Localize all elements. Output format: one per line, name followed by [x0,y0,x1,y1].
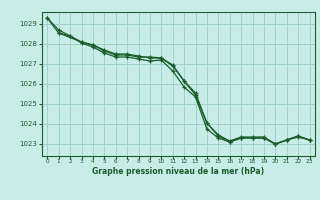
X-axis label: Graphe pression niveau de la mer (hPa): Graphe pression niveau de la mer (hPa) [92,167,264,176]
